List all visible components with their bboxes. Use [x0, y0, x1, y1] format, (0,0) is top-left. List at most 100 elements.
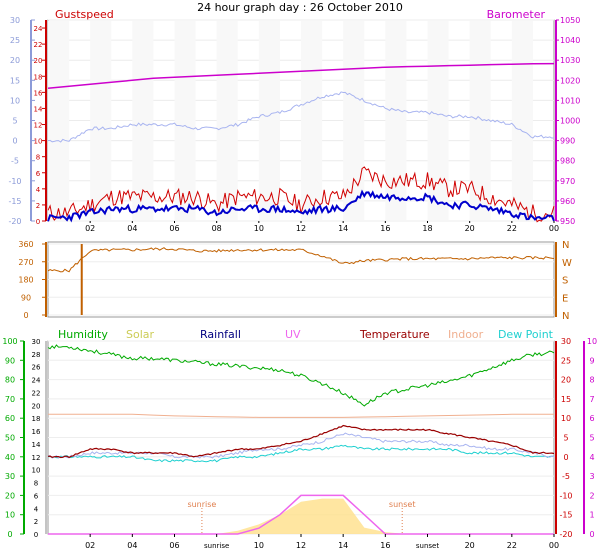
- p1-x-tick-label: 22: [507, 224, 517, 233]
- page-title: 24 hour graph day : 26 October 2010: [197, 1, 403, 14]
- p2-compass-label: S: [562, 276, 568, 287]
- p3-humidity-tick-label: 80: [5, 376, 15, 385]
- p1-right-tick-label: 1010: [560, 96, 580, 105]
- p1-x-tick-label: 14: [338, 224, 348, 233]
- p3-temp-tick-label: 30: [561, 337, 571, 346]
- series-indoor: [48, 413, 554, 418]
- legend-gustspeed: Gustspeed: [55, 8, 114, 21]
- panel-temperature-humidity: Humidity Solar Rainfall UV Temperature I…: [2, 328, 597, 550]
- p1-x-tick-label: 02: [85, 224, 95, 233]
- series-gustspeed: [47, 166, 555, 223]
- p3-humidity-tick-label: 10: [5, 511, 15, 520]
- legend-solar: Solar: [126, 328, 155, 341]
- p3-x-tick-label: 14: [338, 541, 348, 550]
- series-windspeed: [47, 189, 555, 223]
- p1-x-tick-label: 20: [465, 224, 475, 233]
- p1-band: [469, 21, 491, 220]
- p1-left-tick-label: -5: [11, 157, 19, 166]
- p3-temp-tick-label: 0: [563, 453, 568, 462]
- p3-uv-tick-label: 0: [589, 530, 594, 539]
- legend-humidity: Humidity: [58, 328, 108, 341]
- series-barometer: [47, 62, 555, 90]
- p1-left-tick-label: -20: [8, 217, 21, 226]
- p3-inner-tick-label: 24: [32, 377, 41, 385]
- p3-temp-tick-label: -15: [559, 511, 572, 520]
- p3-temp-tick-label: 20: [561, 376, 571, 385]
- p1-right-tick-label: 1000: [560, 117, 580, 126]
- p1-left-tick-label: 20: [10, 56, 20, 65]
- p3-x-tick-label: 20: [465, 541, 475, 550]
- p3-inner-tick-label: 4: [34, 505, 39, 513]
- series-temperature-top: [47, 91, 555, 143]
- p3-inner-tick-label: 12: [32, 454, 41, 462]
- p3-uv-tick-label: 9: [589, 356, 594, 365]
- p1-x-tick-label: 16: [380, 224, 390, 233]
- p1-gust-tick-label: 18: [34, 73, 43, 81]
- series-temperature: [47, 424, 555, 459]
- p1-band: [343, 21, 365, 220]
- p1-band: [511, 21, 533, 220]
- p1-left-tick-label: 15: [10, 76, 20, 85]
- p1-left-tick-label: 5: [12, 117, 17, 126]
- p3-x-tick-label: sunrise: [204, 542, 229, 550]
- p1-gust-tick-label: 22: [34, 41, 43, 49]
- series-wind-direction: [47, 247, 555, 273]
- p2-left-tick-label: 0: [23, 311, 28, 320]
- p3-humidity-tick-label: 60: [5, 414, 15, 423]
- p2-compass-label: W: [562, 258, 572, 269]
- p1-band: [258, 21, 280, 220]
- p1-band: [132, 21, 154, 220]
- p2-left-tick-label: 360: [18, 240, 33, 249]
- legend-temperature: Temperature: [359, 328, 430, 341]
- p1-right-tick-label: 1050: [560, 16, 580, 25]
- p1-gust-tick-label: 6: [36, 170, 41, 178]
- p3-inner-tick-label: 26: [32, 364, 41, 372]
- p3-uv-tick-label: 7: [589, 395, 594, 404]
- p1-x-tick-label: 00: [549, 224, 559, 233]
- p3-uv-tick-label: 8: [589, 376, 594, 385]
- p1-band: [385, 21, 407, 220]
- p3-x-tick-label: 04: [127, 541, 137, 550]
- p3-humidity-tick-label: 20: [5, 491, 15, 500]
- p2-left-tick-label: 90: [21, 293, 31, 302]
- p3-inner-tick-label: 16: [32, 428, 41, 436]
- p3-humidity-tick-label: 90: [5, 356, 15, 365]
- p1-left-tick-label: -10: [8, 177, 21, 186]
- p2-compass-label: N: [562, 311, 569, 322]
- p1-left-tick-label: 25: [10, 36, 20, 45]
- p3-x-tick-label: sunset: [416, 542, 439, 550]
- p1-right-tick-label: 1040: [560, 36, 580, 45]
- p3-x-tick-label: 16: [380, 541, 390, 550]
- p1-gust-tick-label: 8: [36, 154, 40, 162]
- p3-inner-tick-label: 0: [34, 531, 38, 539]
- p1-x-tick-label: 04: [127, 224, 137, 233]
- p3-inner-tick-label: 28: [32, 351, 41, 359]
- p3-humidity-tick-label: 70: [5, 395, 15, 404]
- p3-inner-tick-label: 14: [32, 441, 41, 449]
- p3-uv-tick-label: 2: [589, 491, 594, 500]
- p3-temp-tick-label: -5: [562, 472, 570, 481]
- p1-right-tick-label: 980: [560, 157, 575, 166]
- p1-x-tick-label: 08: [212, 224, 222, 233]
- p1-left-tick-label: -15: [8, 197, 21, 206]
- p1-right-tick-label: 970: [560, 177, 575, 186]
- series-solar: [48, 498, 554, 534]
- p3-inner-tick-label: 22: [32, 389, 41, 397]
- p3-inner-tick-label: 10: [32, 467, 41, 475]
- series-dew-point: [47, 444, 555, 463]
- series-humidity: [47, 344, 555, 407]
- p1-x-tick-label: 10: [254, 224, 264, 233]
- p1-left-tick-label: 0: [12, 137, 17, 146]
- p1-gust-tick-label: 24: [34, 25, 43, 33]
- p3-temp-tick-label: 5: [563, 434, 568, 443]
- p3-uv-tick-label: 6: [589, 414, 594, 423]
- p3-humidity-tick-label: 0: [7, 530, 12, 539]
- legend-dewpoint: Dew Point: [498, 328, 554, 341]
- p3-x-tick-label: 12: [296, 541, 306, 550]
- legend-indoor: Indoor: [448, 328, 484, 341]
- p3-x-tick-label: 02: [85, 541, 95, 550]
- p3-humidity-tick-label: 30: [5, 472, 15, 481]
